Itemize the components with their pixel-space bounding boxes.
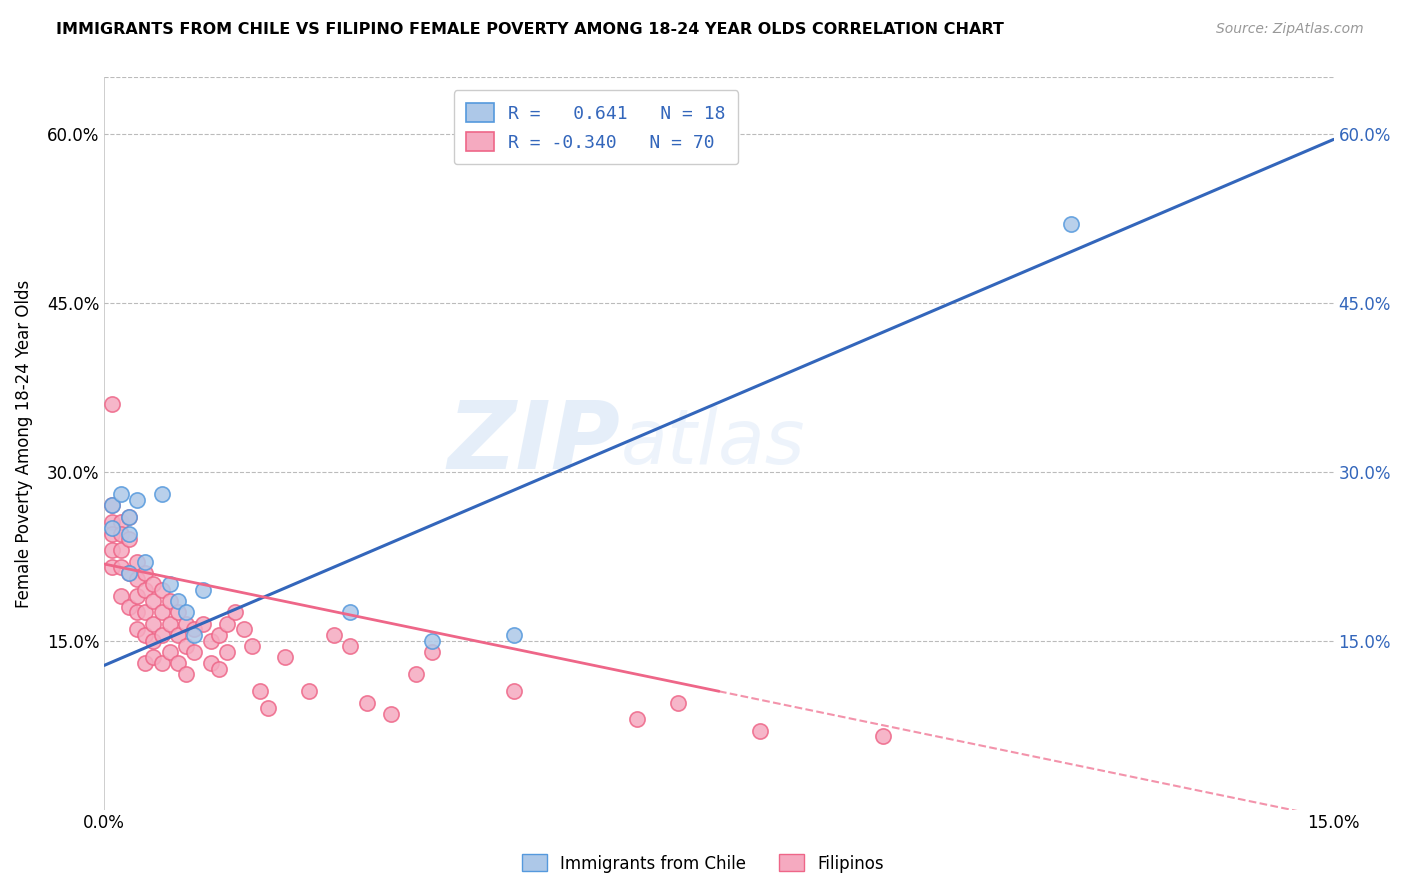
Point (134, 582, 156, 597)
Point (356, 696, 378, 710)
Point (118, 509, 141, 524)
Point (191, 616, 214, 631)
Point (273, 650, 295, 665)
Point (183, 623, 205, 637)
Point (101, 543, 124, 558)
Point (110, 516, 132, 530)
Text: IMMIGRANTS FROM CHILE VS FILIPINO FEMALE POVERTY AMONG 18-24 YEAR OLDS CORRELATI: IMMIGRANTS FROM CHILE VS FILIPINO FEMALE… (56, 22, 1004, 37)
Point (101, 526, 124, 541)
Point (257, 701, 280, 715)
Point (626, 713, 648, 727)
Point (134, 656, 156, 670)
Point (503, 628, 526, 642)
Point (420, 633, 443, 648)
Point (174, 667, 197, 681)
Point (200, 656, 222, 670)
Point (125, 555, 148, 569)
Point (174, 616, 197, 631)
Point (232, 623, 254, 637)
Point (217, 616, 239, 631)
Point (101, 521, 124, 535)
Point (150, 628, 173, 642)
Point (101, 397, 124, 411)
Point (167, 594, 190, 608)
Point (142, 594, 165, 608)
Point (217, 645, 239, 659)
Point (101, 499, 124, 513)
Point (142, 616, 165, 631)
Text: Source: ZipAtlas.com: Source: ZipAtlas.com (1216, 22, 1364, 37)
Point (118, 533, 141, 547)
Point (150, 582, 173, 597)
Point (125, 572, 148, 586)
Point (110, 543, 132, 558)
Point (110, 487, 132, 501)
Point (298, 684, 321, 698)
Point (118, 526, 141, 541)
Point (134, 606, 156, 620)
Point (208, 628, 231, 642)
Point (134, 566, 156, 580)
Point (159, 645, 181, 659)
Point (150, 656, 173, 670)
Point (142, 650, 165, 665)
Point (125, 492, 148, 507)
Point (150, 487, 173, 501)
Point (134, 628, 156, 642)
Point (322, 628, 344, 642)
Point (174, 639, 197, 653)
Point (110, 526, 132, 541)
Point (666, 696, 689, 710)
Point (118, 599, 141, 614)
Point (118, 509, 141, 524)
Text: atlas: atlas (620, 407, 806, 481)
Point (224, 606, 246, 620)
Point (110, 589, 132, 603)
Point (174, 606, 197, 620)
Legend: R =   0.641   N = 18, R = -0.340   N = 70: R = 0.641 N = 18, R = -0.340 N = 70 (454, 90, 738, 164)
Point (159, 616, 181, 631)
Point (101, 499, 124, 513)
Point (208, 662, 231, 676)
Point (191, 582, 214, 597)
Point (101, 560, 124, 574)
Point (249, 684, 271, 698)
Point (503, 684, 526, 698)
Point (183, 628, 205, 642)
Point (118, 566, 141, 580)
Point (134, 555, 156, 569)
Legend: Immigrants from Chile, Filipinos: Immigrants from Chile, Filipinos (515, 847, 891, 880)
Point (240, 639, 263, 653)
Point (405, 667, 427, 681)
Point (420, 645, 443, 659)
Point (167, 628, 190, 642)
Point (125, 623, 148, 637)
Point (142, 633, 165, 648)
Point (872, 729, 894, 743)
Point (748, 723, 770, 738)
Point (339, 639, 361, 653)
Point (101, 516, 124, 530)
Point (200, 633, 222, 648)
Point (125, 606, 148, 620)
Point (118, 566, 141, 580)
Point (339, 606, 361, 620)
Point (150, 606, 173, 620)
Point (125, 589, 148, 603)
Point (142, 577, 165, 591)
Point (183, 645, 205, 659)
Point (159, 577, 181, 591)
Point (167, 606, 190, 620)
Y-axis label: Female Poverty Among 18-24 Year Olds: Female Poverty Among 18-24 Year Olds (15, 279, 32, 607)
Point (380, 706, 402, 721)
Text: ZIP: ZIP (447, 398, 620, 490)
Point (159, 594, 181, 608)
Point (167, 656, 190, 670)
Point (110, 560, 132, 574)
Point (1060, 217, 1083, 231)
